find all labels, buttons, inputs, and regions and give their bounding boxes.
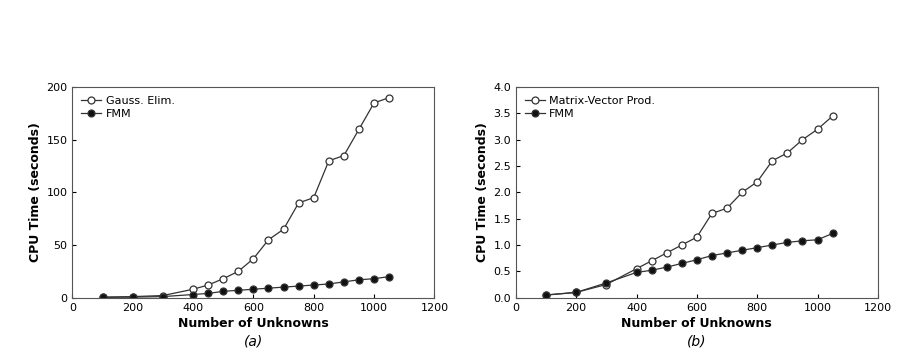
Gauss. Elim. <box>338 153 349 158</box>
Gauss. Elim. <box>323 159 334 163</box>
FMM <box>368 277 379 281</box>
Legend: Gauss. Elim., FMM: Gauss. Elim., FMM <box>78 93 178 123</box>
Gauss. Elim. <box>187 287 198 291</box>
FMM <box>646 268 657 273</box>
FMM <box>721 251 732 255</box>
Matrix-Vector Prod. <box>797 138 808 142</box>
FMM <box>218 289 229 294</box>
FMM <box>662 265 672 269</box>
Matrix-Vector Prod. <box>752 180 763 184</box>
FMM <box>263 286 274 290</box>
Gauss. Elim. <box>97 295 108 299</box>
Matrix-Vector Prod. <box>631 266 642 271</box>
FMM <box>323 282 334 286</box>
Y-axis label: CPU Time (seconds): CPU Time (seconds) <box>29 122 43 262</box>
Matrix-Vector Prod. <box>662 251 672 255</box>
FMM <box>601 281 612 285</box>
Line: FMM: FMM <box>542 230 836 298</box>
FMM <box>157 294 168 299</box>
FMM <box>354 278 365 282</box>
Y-axis label: CPU Time (seconds): CPU Time (seconds) <box>476 122 489 262</box>
Gauss. Elim. <box>233 269 243 274</box>
FMM <box>248 287 259 291</box>
Gauss. Elim. <box>203 283 214 287</box>
FMM <box>540 293 551 297</box>
Line: Gauss. Elim.: Gauss. Elim. <box>99 94 393 301</box>
FMM <box>782 240 793 245</box>
FMM <box>827 231 838 236</box>
FMM <box>338 280 349 284</box>
FMM <box>309 283 319 287</box>
Matrix-Vector Prod. <box>646 258 657 263</box>
FMM <box>278 285 289 289</box>
Matrix-Vector Prod. <box>827 114 838 118</box>
FMM <box>97 295 108 299</box>
Matrix-Vector Prod. <box>737 190 748 195</box>
Gauss. Elim. <box>157 293 168 298</box>
FMM <box>767 243 777 247</box>
Gauss. Elim. <box>248 257 259 261</box>
Gauss. Elim. <box>309 195 319 200</box>
FMM <box>187 292 198 297</box>
Legend: Matrix-Vector Prod., FMM: Matrix-Vector Prod., FMM <box>521 93 659 123</box>
Gauss. Elim. <box>354 127 365 131</box>
FMM <box>384 274 395 279</box>
FMM <box>571 290 582 295</box>
FMM <box>676 261 687 266</box>
FMM <box>812 237 823 242</box>
FMM <box>691 258 702 262</box>
FMM <box>293 284 304 288</box>
FMM <box>737 248 748 253</box>
X-axis label: Number of Unknowns: Number of Unknowns <box>622 317 772 330</box>
Matrix-Vector Prod. <box>691 235 702 239</box>
FMM <box>707 253 718 258</box>
Matrix-Vector Prod. <box>707 211 718 216</box>
FMM <box>752 245 763 250</box>
FMM <box>631 270 642 274</box>
Gauss. Elim. <box>128 294 138 299</box>
Matrix-Vector Prod. <box>540 293 551 297</box>
Matrix-Vector Prod. <box>782 151 793 155</box>
Matrix-Vector Prod. <box>676 243 687 247</box>
FMM <box>797 238 808 243</box>
FMM <box>233 288 243 293</box>
Text: (b): (b) <box>687 334 707 348</box>
Gauss. Elim. <box>278 227 289 232</box>
Gauss. Elim. <box>293 201 304 205</box>
FMM <box>203 291 214 295</box>
Matrix-Vector Prod. <box>767 159 777 163</box>
Matrix-Vector Prod. <box>812 127 823 131</box>
X-axis label: Number of Unknowns: Number of Unknowns <box>178 317 329 330</box>
Gauss. Elim. <box>384 95 395 100</box>
FMM <box>128 295 138 299</box>
Gauss. Elim. <box>218 277 229 281</box>
Gauss. Elim. <box>368 101 379 105</box>
Line: Matrix-Vector Prod.: Matrix-Vector Prod. <box>542 113 836 298</box>
Matrix-Vector Prod. <box>721 206 732 210</box>
Text: (a): (a) <box>243 334 263 348</box>
Matrix-Vector Prod. <box>601 282 612 287</box>
Gauss. Elim. <box>263 237 274 242</box>
Matrix-Vector Prod. <box>571 290 582 295</box>
Line: FMM: FMM <box>99 273 393 301</box>
